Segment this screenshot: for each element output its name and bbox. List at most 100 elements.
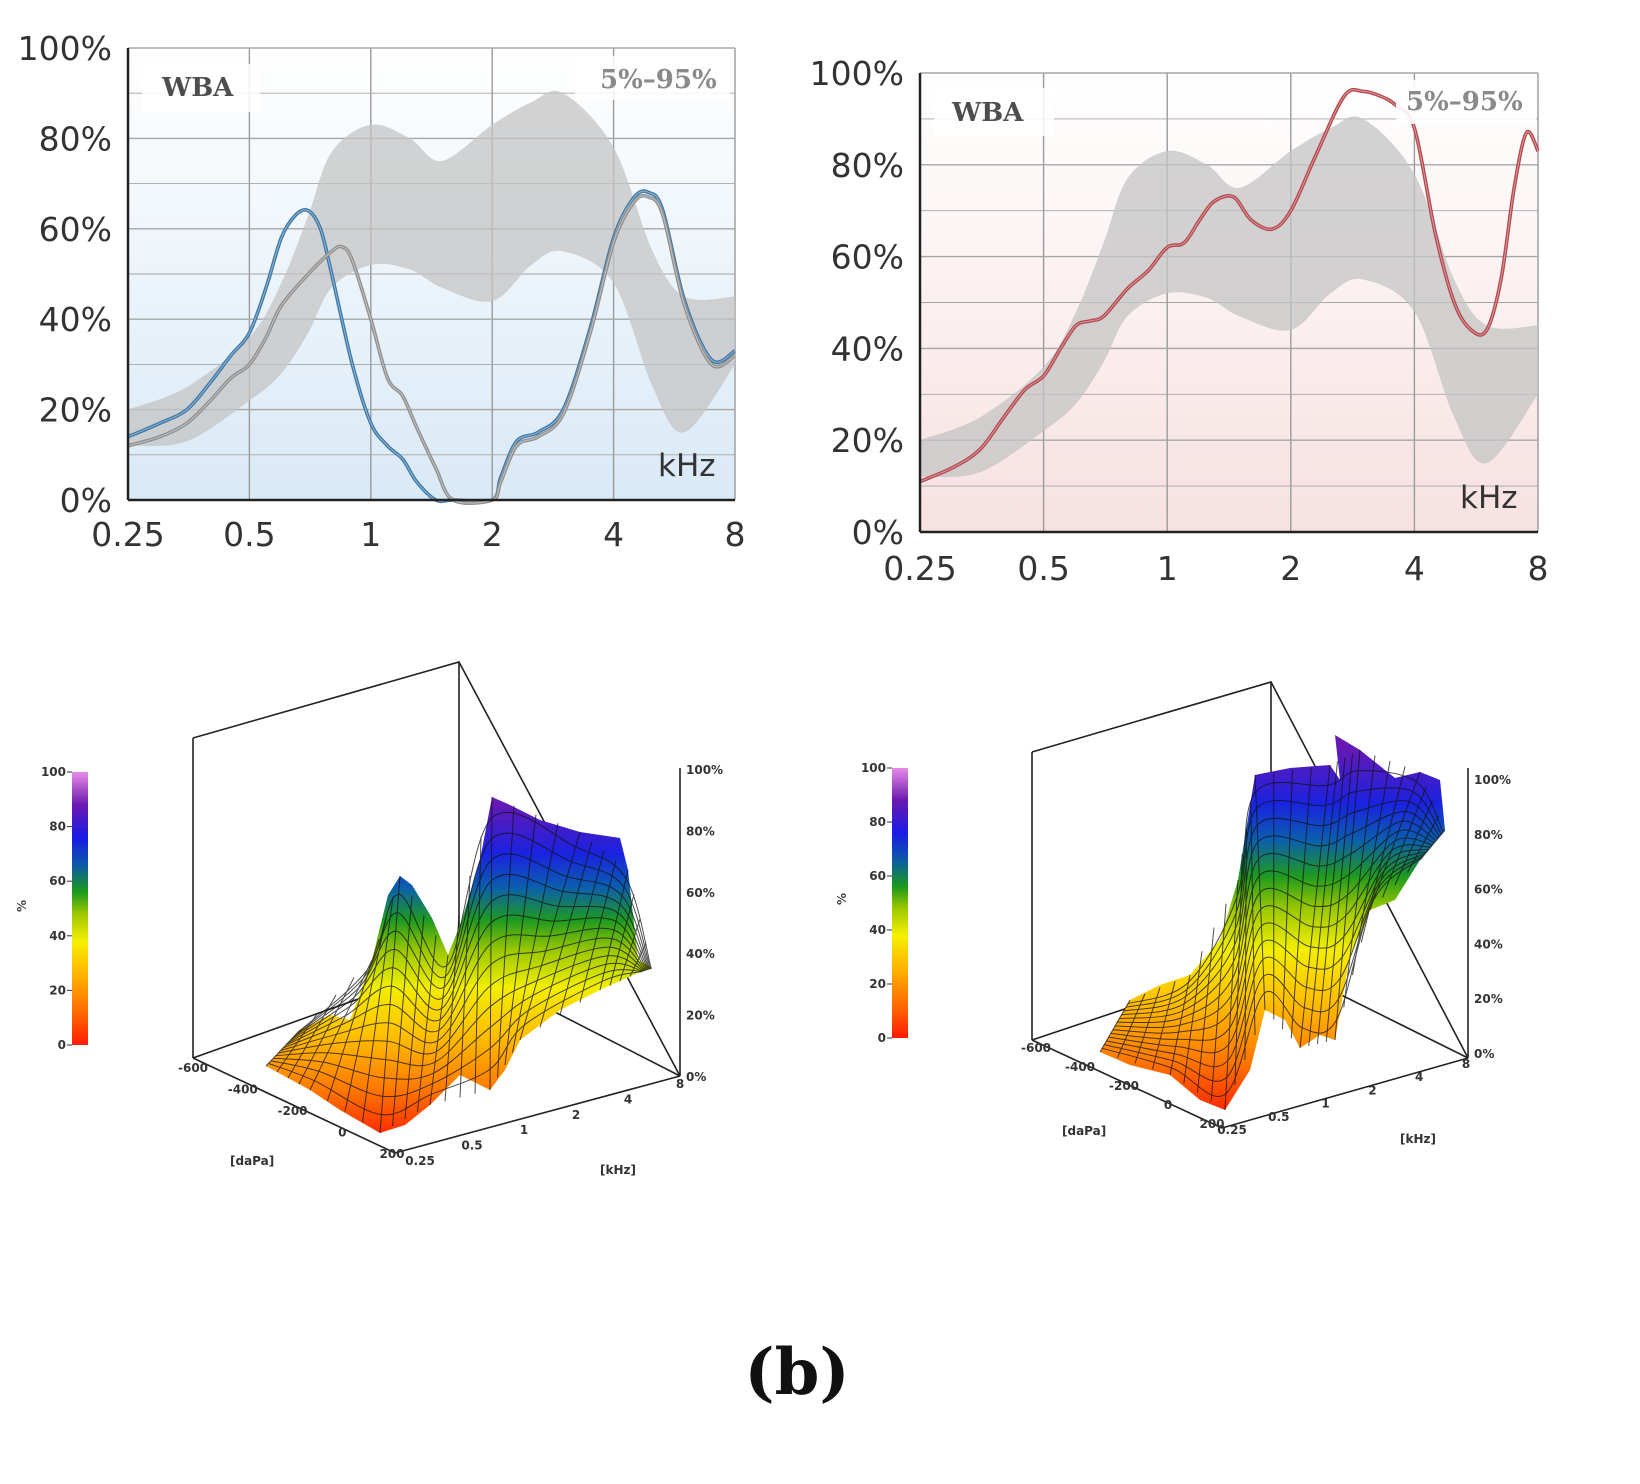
mesh-line [429,954,449,1106]
mesh-line [278,946,645,1055]
x-tick-label: 1 [1157,549,1178,588]
mesh-line [1224,879,1239,1111]
mesh-line [489,796,493,1091]
z-tick-label: 80% [1474,828,1503,842]
series-line-highlight-blue [127,190,736,503]
colorbar-tick-label: 100 [861,761,886,775]
z-tick-labels: 0% 20% 40% 60% 80% 100% [686,763,723,1084]
mesh-line [497,805,515,1078]
mesh-line [539,841,593,1028]
frequency-tick-label: 0.25 [405,1154,435,1168]
wba-chart-left: 0% 20% 40% 60% 80% 100% 0.25 0.5 1 2 4 8 WBA 5%–95… [18,29,746,554]
colorbar-tick-label: 80 [49,820,66,834]
z-tick-label: 60% [686,886,715,900]
colorbar-tick-label: 100 [41,765,66,779]
colorbar-tick-label: 80 [869,815,886,829]
mesh-line [619,918,641,982]
series-line-red [919,87,1540,484]
surface-mesh [1100,735,1445,1110]
colorbar-tick-label: 0 [878,1031,886,1045]
y-tick-label: 20% [831,421,904,460]
x-tick-label: 0.5 [1017,549,1069,588]
x-tick-label: 1 [360,515,381,554]
mesh-line [1343,755,1376,1008]
frequency-tick-label: 0.25 [1217,1123,1247,1137]
mesh-line [1104,855,1424,1082]
mesh-line [362,896,394,1123]
mesh-line [629,943,647,977]
mesh-line [459,875,471,1098]
frequency-tick-label: 8 [676,1077,684,1091]
colorbar-tick-label: 40 [49,929,66,943]
mesh-line [1290,767,1312,1039]
frequency-tick-label: 1 [1321,1097,1329,1111]
colorbar-label: % [15,900,29,912]
y-tick-label: 100% [18,29,112,68]
y-tick-label: 20% [39,391,112,430]
pressure-tick-label: -400 [228,1083,258,1097]
z-tick-labels: 0% 20% 40% 60% 80% 100% [1474,773,1511,1061]
mesh-line [268,971,642,1116]
y-tick-labels: 0% 20% 40% 60% 80% 100% [810,54,904,552]
colorbar-ticks: 0 20 40 60 80 100 [861,761,892,1045]
x-tick-labels: 0.25 0.5 1 2 4 8 [91,515,745,554]
mesh-line [1123,800,1440,1012]
mesh-line [1183,951,1203,1084]
series-line-highlight-gray [127,195,736,504]
wba-chart-right: 0% 20% 40% 60% 80% 100% 0.25 0.5 1 2 4 8 WBA 5%–95… [810,54,1549,588]
mesh-line [287,994,337,1079]
colorbar-tick-label: 20 [49,983,66,997]
mesh-line [1308,761,1338,1047]
colorbar [72,772,88,1045]
colorbar [892,768,908,1038]
axes [918,73,1538,534]
surface-gridlines [1099,749,1446,1111]
mesh-line [504,814,537,1066]
mesh-line [1394,800,1433,886]
range-label-box [1396,80,1536,124]
frequency-tick-label: 1 [520,1123,528,1137]
colorbar-tick-label: 20 [869,977,886,991]
frequency-tick-label: 4 [624,1092,632,1106]
x-tick-label: 8 [725,515,746,554]
mesh-line [1250,801,1256,1036]
mesh-line [1369,771,1421,911]
mesh-line [1119,820,1437,1020]
mesh-line [1152,981,1176,1070]
frequency-tick-label: 0.5 [461,1139,482,1153]
mesh-line [639,967,653,973]
surface-gridlines [265,796,653,1134]
x-tick-label: 4 [1404,549,1425,588]
series-line-blue [127,189,736,504]
frequency-tick-label: 2 [572,1108,580,1122]
mesh-line [1110,848,1430,1041]
mesh-line [1325,753,1353,1043]
range-label-box [575,56,730,100]
wba-label: WBA [951,98,1024,128]
mesh-line [404,915,425,1120]
z-tick-label: 20% [686,1009,715,1023]
y-tick-label: 40% [831,329,904,368]
mesh-line [270,969,642,1098]
mesh-line [1299,764,1331,1049]
axes [126,48,735,502]
x-tick-label: 2 [1280,549,1301,588]
z-tick-label: 80% [686,824,715,838]
mesh-line [1352,760,1391,976]
mesh-line [1334,749,1361,1041]
colorbar-tick-label: 0 [58,1038,66,1052]
mesh-line [1197,927,1215,1093]
frequency-axis-label: [kHz] [600,1163,636,1177]
frequency-tick-label: 4 [1415,1070,1423,1084]
y-tick-label: 60% [831,238,904,277]
series-line-gray [127,193,736,505]
mesh-line [1112,844,1431,1034]
colorbar-tick-label: 60 [49,874,66,888]
mesh-line [379,875,401,1134]
wba-label-box [142,64,260,112]
y-tick-label: 0% [60,481,112,520]
x-tick-label: 8 [1528,549,1549,588]
